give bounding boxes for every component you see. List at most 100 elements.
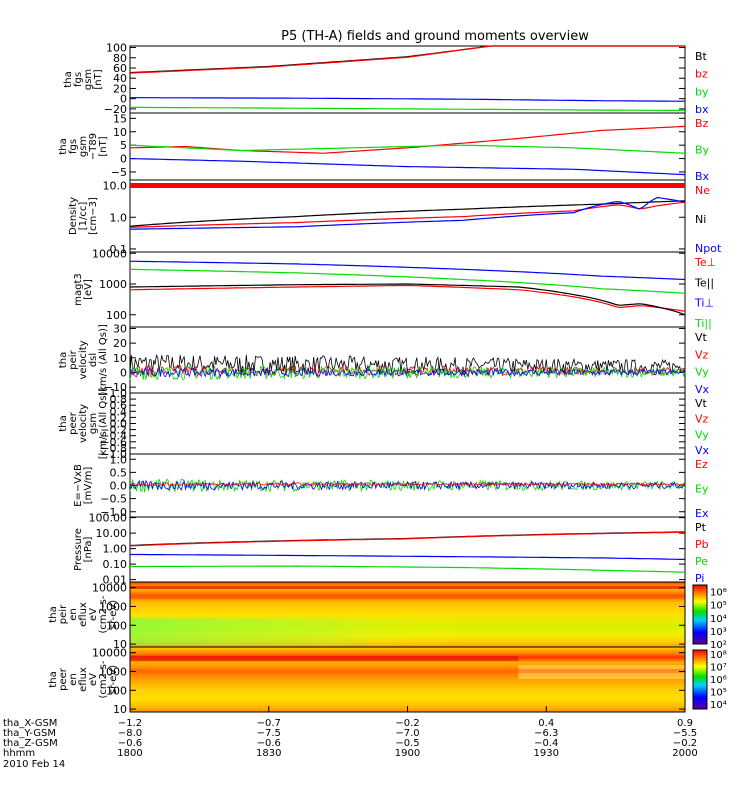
y-tick-label: 10000 bbox=[92, 247, 127, 260]
y-tick-label: −0.2 bbox=[100, 424, 127, 437]
y-tick-label: 15 bbox=[113, 112, 127, 125]
heatmap-highenergy-band bbox=[130, 586, 685, 589]
x-axis-labels: tha_X-GSM −1.2 −0.7 −0.2 0.4 0.9 tha_Y-GSM −8.0… bbox=[3, 706, 698, 770]
series-Ti|| bbox=[129, 268, 686, 294]
y-axis-label-line: tha bbox=[58, 352, 69, 368]
y-axis-label-line: velocity bbox=[78, 340, 89, 379]
legend-item: Pb bbox=[695, 538, 709, 551]
series-Ni bbox=[129, 200, 686, 227]
y-tick-label: 0.8 bbox=[110, 393, 128, 406]
y-tick-label: 20 bbox=[113, 82, 127, 95]
x-tick-label: −7.0 bbox=[395, 728, 419, 739]
x-tick-label: −0.5 bbox=[395, 738, 419, 749]
legend-item: Te|| bbox=[694, 276, 714, 289]
y-axis-label-line: peir bbox=[58, 604, 69, 624]
panel-pressure: 100.00 10.00 1.00 0.10 0.01 Pressure [nPa] Pt Pb… bbox=[73, 512, 709, 587]
panel-frame bbox=[129, 45, 686, 114]
x-row-label: tha_Y-GSM bbox=[3, 728, 56, 739]
y-tick-label: 10 bbox=[113, 638, 127, 651]
legend-item: Ex bbox=[695, 507, 709, 520]
panel-frame bbox=[129, 326, 686, 394]
y-tick-label: 1000 bbox=[99, 600, 127, 613]
panel-peir-eflux: 10⁶ 10⁵ 10⁴ 10³ 10² 10000 1000 100 10 tha peir en ef… bbox=[48, 581, 727, 651]
colorbar bbox=[692, 584, 708, 645]
y-axis-label-line: peer bbox=[68, 411, 79, 435]
series-By bbox=[129, 144, 686, 154]
series-Vx bbox=[129, 367, 686, 378]
y-tick-label: 0 bbox=[120, 366, 127, 379]
series-Pi bbox=[130, 553, 685, 560]
x-tick-label: 1830 bbox=[256, 748, 281, 759]
colorbar-tick-label: 10⁴ bbox=[710, 614, 727, 625]
y-tick-label: 1.00 bbox=[103, 543, 128, 556]
y-tick-label: 1000 bbox=[99, 665, 127, 678]
y-axis-label-line: [cm−3] bbox=[88, 197, 99, 235]
x-tick-label: −0.4 bbox=[534, 738, 558, 749]
x-tick-label: −0.6 bbox=[118, 738, 142, 749]
y-axis-label-line: gsm bbox=[78, 136, 89, 157]
legend-item: Pt bbox=[695, 521, 707, 534]
y-axis-label-line: fgs bbox=[73, 72, 84, 87]
y-axis-label-line: [nT] bbox=[98, 136, 109, 156]
y-axis-label: magt3 [eV] bbox=[73, 273, 94, 306]
y-axis-label-line: en bbox=[68, 608, 79, 621]
y-tick-label: 30 bbox=[113, 322, 127, 335]
x-tick-label: −7.5 bbox=[257, 728, 281, 739]
y-tick-label: 1.0 bbox=[110, 211, 128, 224]
y-tick-label: 10 bbox=[113, 703, 127, 716]
series-Ti⊥ bbox=[130, 260, 686, 281]
legend-item: Pi bbox=[695, 572, 704, 585]
y-axis-label-line: (cm2-s- bbox=[98, 660, 109, 698]
panel-frame bbox=[129, 179, 686, 253]
legend-item: Npot bbox=[695, 242, 722, 255]
y-axis-label-line: magt3 bbox=[73, 273, 84, 306]
x-row-label: tha_X-GSM bbox=[3, 718, 57, 729]
y-axis-label-line: peer bbox=[58, 667, 69, 691]
y-tick-label: 0.2 bbox=[110, 411, 128, 424]
y-tick-label: −0.6 bbox=[100, 436, 127, 449]
y-tick-label: −5 bbox=[111, 166, 127, 179]
y-tick-label: 0.4 bbox=[110, 405, 128, 418]
legend-item: Vt bbox=[695, 331, 708, 344]
y-axis-label: Pressure [nPa] bbox=[73, 528, 94, 571]
y-tick-label: 10.00 bbox=[96, 527, 128, 540]
x-tick-label: −5.5 bbox=[673, 728, 697, 739]
y-axis-label-line: [1/cc] bbox=[78, 202, 89, 231]
y-tick-label: 0 bbox=[120, 93, 127, 106]
colorbar-tick-label: 10² bbox=[710, 640, 727, 651]
x-tick-label: 0.4 bbox=[538, 718, 554, 729]
x-tick-label: 1930 bbox=[534, 748, 559, 759]
legend-item: Ni bbox=[695, 213, 706, 226]
legend-item: Vz bbox=[695, 413, 709, 426]
y-axis-label-line: tha bbox=[48, 606, 59, 622]
y-tick-label: 100 bbox=[106, 42, 127, 55]
heatmap-band bbox=[130, 656, 519, 661]
y-tick-label: 100.00 bbox=[89, 512, 128, 525]
y-axis-label-line: tha bbox=[58, 415, 69, 431]
y-tick-label: 100 bbox=[106, 684, 127, 697]
colorbar-tick-label: 10⁵ bbox=[710, 687, 727, 698]
panel-frame bbox=[129, 392, 686, 455]
colorbar-tick-label: 10⁸ bbox=[710, 650, 727, 661]
series-Bx bbox=[129, 158, 686, 176]
y-tick-label: 80 bbox=[113, 52, 127, 65]
y-axis-label: E=−VxB [mV/m] bbox=[73, 464, 94, 507]
legend-item: Vx bbox=[695, 383, 710, 396]
y-axis-label-line: Pressure bbox=[73, 528, 84, 571]
legend-item: bz bbox=[695, 68, 708, 81]
x-tick-label: −6.3 bbox=[534, 728, 558, 739]
legend-item: Ti⊥ bbox=[694, 297, 714, 310]
legend-item: Ti|| bbox=[694, 317, 712, 330]
legend-item: By bbox=[695, 144, 710, 157]
y-axis-label-line: eflux bbox=[78, 667, 89, 692]
y-tick-label: −0.4 bbox=[100, 430, 127, 443]
y-tick-label: 0.5 bbox=[110, 466, 128, 479]
series-Bt bbox=[129, 45, 685, 74]
colorbar-tick-label: 10⁴ bbox=[710, 700, 727, 711]
x-tick-label: 0.9 bbox=[677, 718, 693, 729]
legend-item: Ez bbox=[695, 458, 708, 471]
x-tick-label: 2000 bbox=[672, 748, 697, 759]
heatmap-lowenergy-band bbox=[130, 617, 685, 646]
series-bz bbox=[129, 45, 685, 74]
